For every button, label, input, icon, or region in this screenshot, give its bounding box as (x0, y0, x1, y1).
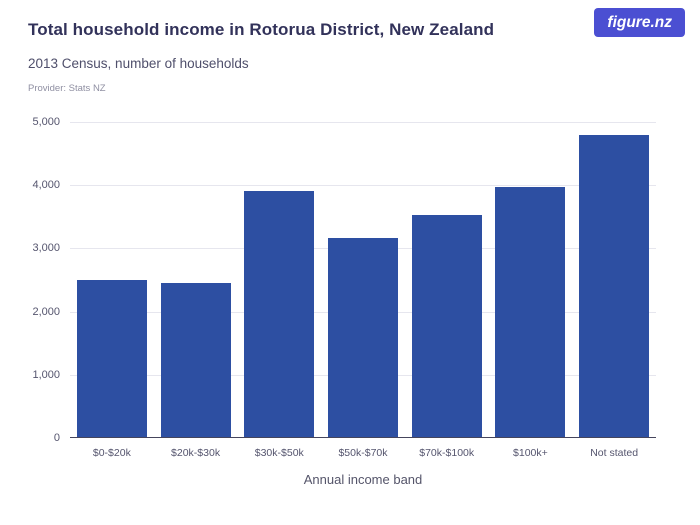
y-tick-label: 3,000 (32, 242, 60, 255)
bar-0-20k (76, 280, 147, 437)
bar-slot (405, 122, 489, 437)
bar-50k-70k (327, 237, 398, 437)
bar-30k-50k (244, 191, 315, 437)
bar-70k-100k (411, 214, 482, 437)
bar-100k (495, 187, 566, 437)
bar-slot (321, 122, 405, 437)
x-tick-label: Not stated (590, 447, 639, 459)
logo-text: figure (607, 13, 651, 31)
bar-20k-30k (160, 283, 231, 437)
page-title: Total household income in Rotorua Distri… (28, 20, 495, 39)
gridline (70, 185, 656, 187)
bar-not-stated (579, 134, 650, 437)
figurenz-logo[interactable]: figure .nz (594, 8, 685, 37)
y-tick-label: 2,000 (32, 305, 60, 318)
x-tick-label: $0-$20k (92, 447, 131, 459)
x-tick-label: $20k-$30k (171, 447, 221, 459)
provider-label: Provider: Stats NZ (28, 83, 106, 94)
bar-slot (489, 122, 573, 437)
x-tick-label: $100k+ (513, 447, 548, 459)
bar-slot (572, 122, 656, 437)
chart-subtitle: 2013 Census, number of households (28, 56, 249, 71)
logo-suffix-text: .nz (650, 13, 672, 31)
y-tick-label: 1,000 (32, 368, 60, 381)
x-tick-label: $50k-$70k (338, 447, 388, 459)
bar-slot (154, 122, 238, 437)
x-axis-title: Annual income band (303, 472, 423, 487)
gridline (70, 122, 656, 123)
y-tick-label: 0 (53, 432, 60, 444)
y-tick-label: 4,000 (32, 179, 60, 192)
x-tick-label: $70k-$100k (419, 447, 475, 459)
x-tick-label: $30k-$50k (254, 447, 304, 459)
bar-slot (237, 122, 321, 437)
bar-slot (70, 122, 154, 437)
plot-area (70, 122, 656, 438)
y-tick-label: 5,000 (32, 116, 60, 128)
